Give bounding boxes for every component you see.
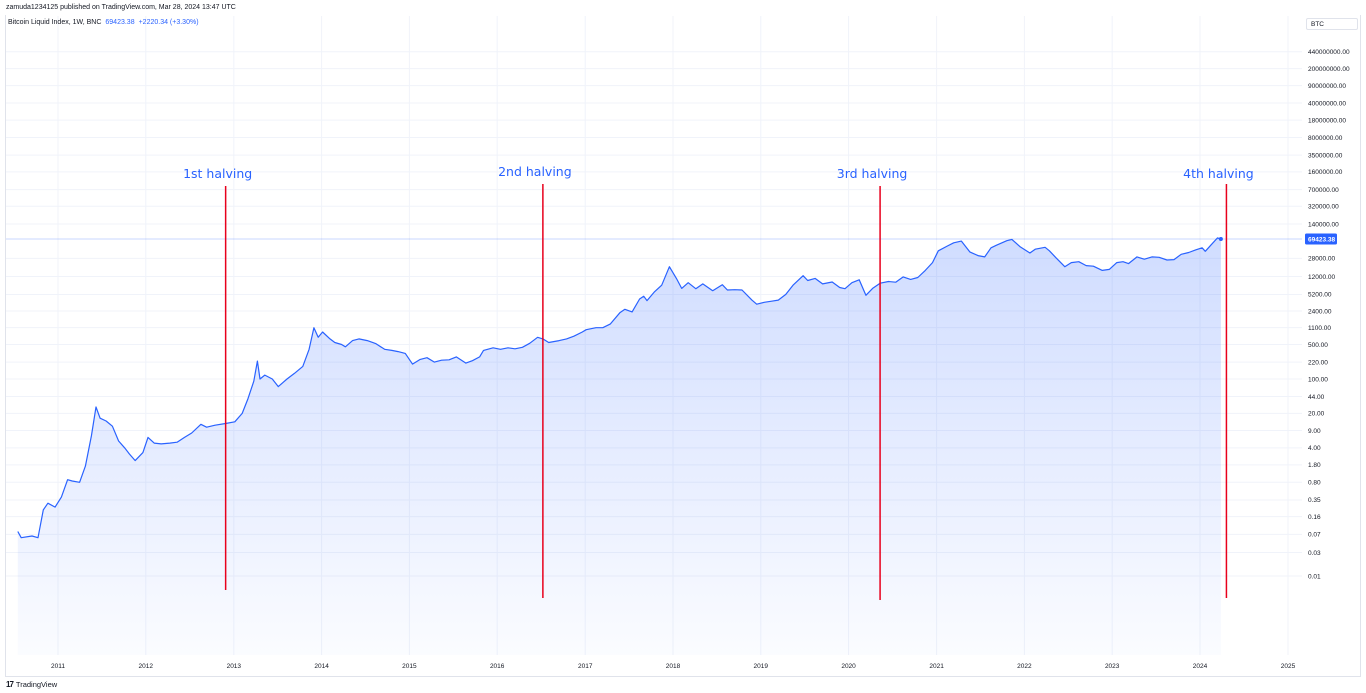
chart-frame (5, 15, 1361, 677)
halving-label: 4th halving (1183, 166, 1254, 181)
last-price-dot (1218, 237, 1223, 241)
legend-symbol[interactable]: Bitcoin Liquid Index, 1W, BNC (8, 19, 102, 26)
x-tick-label: 2013 (227, 663, 242, 670)
last-price-label: 69423.38 (1308, 236, 1335, 243)
halving-label: 3rd halving (837, 166, 908, 181)
y-tick-label: 90000000.00 (1308, 83, 1346, 90)
y-tick-label: 700000.00 (1308, 187, 1339, 194)
y-tick-label: 20.00 (1308, 411, 1325, 418)
y-tick-label: 9.00 (1308, 428, 1321, 435)
chart-legend: Bitcoin Liquid Index, 1W, BNC 69423.38 +22… (8, 18, 199, 28)
legend-change: +2220.34 (+3.30%) (138, 19, 199, 26)
y-tick-label: 440000000.00 (1308, 49, 1350, 56)
last-price-badge (1305, 233, 1337, 245)
y-tick-label: 500.00 (1308, 342, 1328, 349)
y-tick-label: 4.00 (1308, 445, 1321, 452)
footer-brand[interactable]: 17 TradingView (6, 679, 57, 691)
x-tick-label: 2016 (490, 663, 505, 670)
y-tick-label: 1600000.00 (1308, 169, 1343, 176)
y-tick-label: 44.00 (1308, 394, 1325, 401)
y-tick-label: 0.16 (1308, 514, 1321, 521)
x-tick-label: 2019 (754, 663, 769, 670)
y-tick-label: 140000.00 (1308, 221, 1339, 228)
y-tick-label: 18000000.00 (1308, 117, 1346, 124)
y-tick-label: 8000000.00 (1308, 135, 1343, 142)
price-line (17, 237, 1222, 539)
y-tick-label: 100.00 (1308, 376, 1328, 383)
price-area-fill (17, 237, 1221, 655)
y-tick-label: 28000.00 (1308, 256, 1335, 263)
y-tick-label: 0.07 (1308, 532, 1321, 539)
y-tick-label: 2400.00 (1308, 308, 1332, 315)
legend-last-value: 69423.38 (105, 19, 135, 26)
y-tick-label: 0.03 (1308, 550, 1321, 557)
x-tick-label: 2020 (841, 663, 856, 670)
x-tick-label: 2012 (139, 663, 154, 670)
x-tick-label: 2015 (402, 663, 417, 670)
y-tick-label: 3500000.00 (1308, 152, 1343, 159)
halving-label: 2nd halving (498, 164, 572, 179)
x-tick-label: 2011 (51, 663, 65, 670)
x-tick-label: 2024 (1193, 663, 1208, 670)
brand-name: TradingView (15, 680, 58, 689)
y-tick-label: 12000.00 (1308, 274, 1335, 281)
y-tick-label: 0.01 (1308, 573, 1321, 580)
currency-badge[interactable]: BTC (1306, 18, 1358, 30)
x-tick-label: 2023 (1105, 663, 1120, 670)
y-tick-label: 1.80 (1308, 462, 1321, 469)
y-tick-label: 220.00 (1308, 359, 1328, 366)
y-tick-label: 0.80 (1308, 480, 1321, 487)
tradingview-logo-icon: 17 (6, 680, 14, 689)
y-tick-label: 40000000.00 (1308, 100, 1346, 107)
halving-label: 1st halving (183, 166, 252, 181)
publish-info: zamuda1234125 published on TradingView.c… (6, 4, 236, 11)
y-tick-label: 5200.00 (1308, 292, 1332, 299)
x-tick-label: 2025 (1281, 663, 1296, 670)
x-tick-label: 2018 (666, 663, 681, 670)
x-tick-label: 2022 (1017, 663, 1032, 670)
y-tick-label: 200000000.00 (1308, 66, 1350, 73)
y-tick-label: 320000.00 (1308, 204, 1339, 211)
x-tick-label: 2017 (578, 663, 593, 670)
y-tick-label: 1100.00 (1308, 325, 1331, 332)
x-tick-label: 2021 (929, 663, 944, 670)
y-tick-label: 0.35 (1308, 497, 1321, 504)
x-tick-label: 2014 (314, 663, 329, 670)
